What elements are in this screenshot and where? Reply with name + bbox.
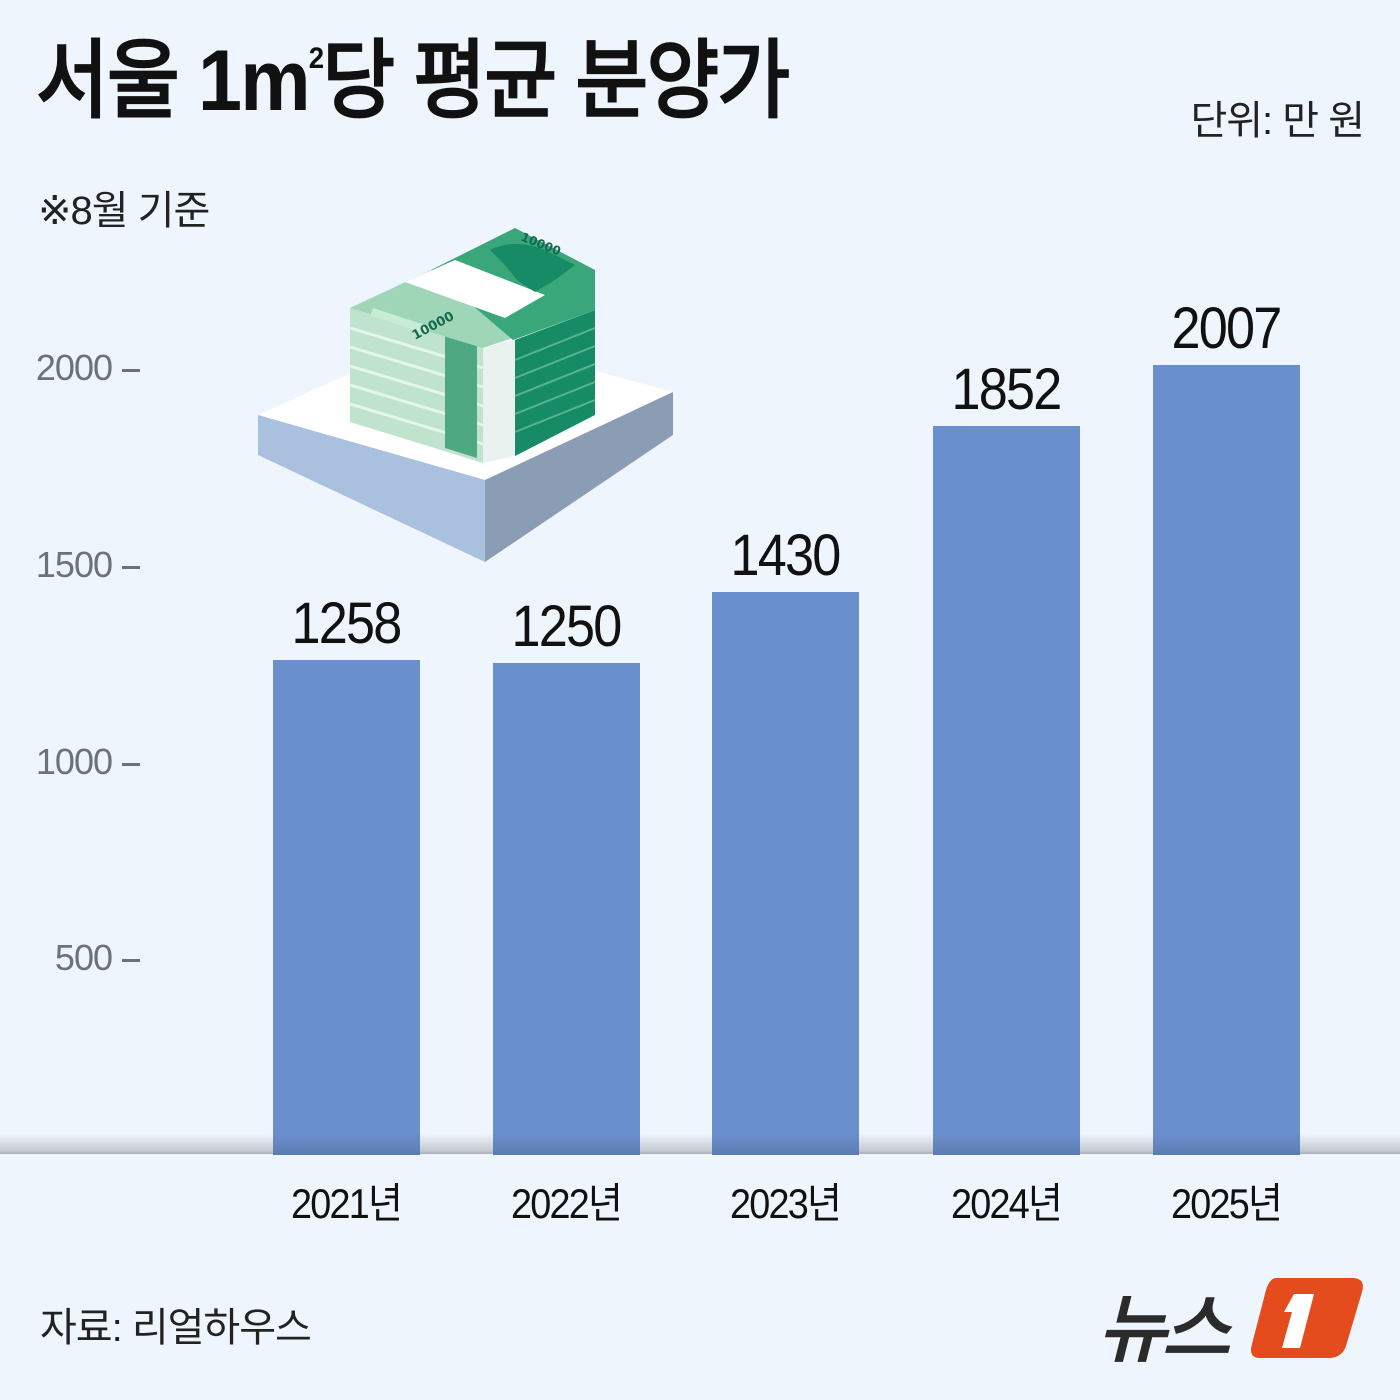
x-axis-label: 2023년	[730, 1180, 842, 1227]
x-axis-label: 2025년	[1171, 1180, 1283, 1227]
bar-value-label: 1258	[291, 591, 403, 656]
bar-value-label: 2007	[1171, 296, 1283, 361]
bar-3	[933, 426, 1080, 1155]
page-title: 서울 1m2당 평균 분양가	[36, 38, 790, 124]
x-axis-label: 2022년	[511, 1180, 623, 1227]
bar-4	[1153, 365, 1300, 1155]
logo-text: 뉴스	[1098, 1288, 1230, 1371]
tick-mark	[122, 762, 140, 766]
y-tick-1000: 1000	[0, 741, 140, 783]
title-text-part2: 당 평균 분양가	[322, 33, 790, 129]
tick-mark	[122, 565, 140, 569]
note-label: ※8월 기준	[38, 189, 210, 233]
bar-1	[493, 663, 640, 1155]
y-tick-1500: 1500	[0, 544, 140, 586]
title-superscript: 2	[308, 42, 324, 75]
bar-value-label: 1250	[511, 594, 623, 659]
x-axis-label: 2021년	[291, 1180, 403, 1227]
y-tick-label: 2000	[35, 347, 113, 388]
y-tick-500: 500	[0, 937, 140, 979]
x-axis-label: 2024년	[951, 1180, 1063, 1227]
tick-mark	[122, 958, 140, 962]
news1-logo: 뉴스	[1098, 1268, 1366, 1371]
bar-0	[273, 660, 420, 1155]
bar-value-label: 1852	[951, 357, 1063, 422]
y-tick-label: 1500	[35, 544, 113, 585]
money-stack-icon: 10000 10000	[258, 228, 673, 562]
title-text-part1: 서울 1m	[36, 33, 311, 129]
bar-2	[712, 592, 859, 1155]
y-tick-2000: 2000	[0, 347, 140, 389]
y-tick-label: 1000	[35, 741, 113, 782]
source-label: 자료: 리얼하우스	[40, 1306, 312, 1350]
unit-label: 단위: 만 원	[1190, 99, 1365, 143]
tick-mark	[122, 368, 140, 372]
logo-mark-icon	[1251, 1278, 1363, 1358]
bar-value-label: 1430	[730, 523, 842, 588]
y-tick-label: 500	[54, 937, 113, 978]
